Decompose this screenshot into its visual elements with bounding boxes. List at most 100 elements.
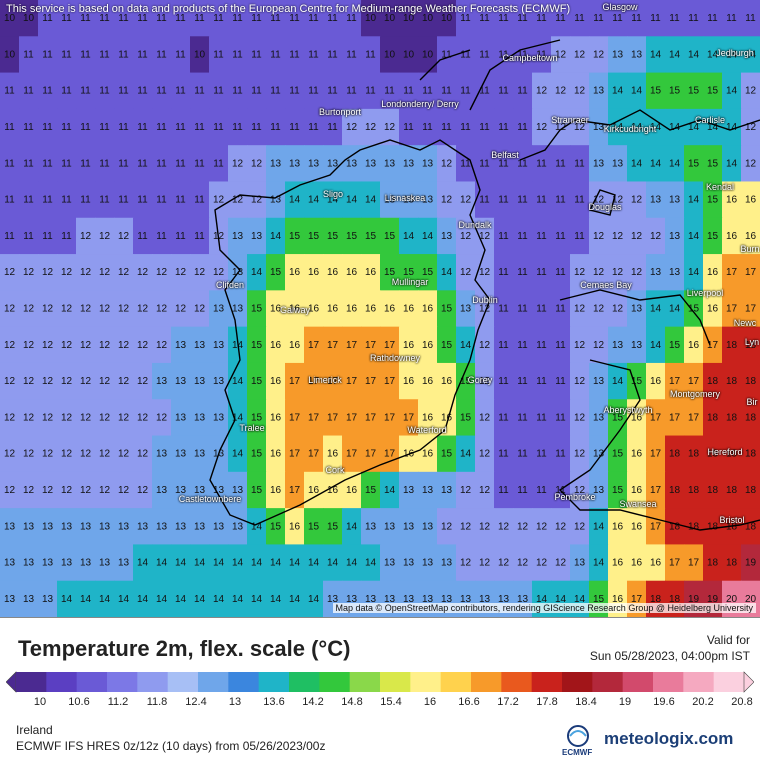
field-cell <box>38 36 58 74</box>
field-cell <box>76 580 96 617</box>
field-cell <box>722 326 742 364</box>
place-label: Waterford <box>407 425 447 435</box>
field-cell <box>494 326 514 364</box>
grid-value: 12 <box>460 558 472 569</box>
field-cell <box>57 72 77 110</box>
field-cell <box>19 580 39 617</box>
grid-value: 14 <box>441 267 453 278</box>
grid-value: 12 <box>346 122 358 133</box>
scale-tick-label: 19 <box>618 696 632 708</box>
field-cell <box>418 254 438 291</box>
grid-value: 18 <box>707 412 719 423</box>
field-cell <box>361 217 381 255</box>
field-cell <box>437 362 457 400</box>
field-cell <box>266 471 286 509</box>
grid-value: 11 <box>23 49 34 60</box>
field-cell <box>171 580 191 617</box>
grid-value: 12 <box>61 376 73 387</box>
grid-value: 13 <box>403 158 415 169</box>
field-cell <box>228 580 248 617</box>
field-cell <box>0 580 20 617</box>
field-cell <box>399 217 419 255</box>
field-cell <box>551 0 571 37</box>
field-cell <box>437 290 457 328</box>
grid-value: 11 <box>536 304 547 315</box>
grid-value: 17 <box>346 449 358 460</box>
grid-value: 12 <box>4 304 16 315</box>
grid-value: 11 <box>42 49 53 60</box>
field-cell <box>532 254 552 291</box>
grid-value: 15 <box>631 376 643 387</box>
field-cell <box>19 217 39 255</box>
grid-value: 15 <box>707 195 719 206</box>
place-label: Bristol <box>719 515 745 525</box>
grid-value: 17 <box>365 340 377 351</box>
grid-value: 13 <box>441 231 453 242</box>
grid-value: 14 <box>137 594 149 605</box>
grid-value: 11 <box>270 86 281 97</box>
field-cell <box>570 290 590 328</box>
grid-value: 16 <box>365 267 377 278</box>
grid-value: 12 <box>384 122 396 133</box>
field-cell <box>570 254 590 291</box>
field-cell <box>361 181 381 219</box>
field-cell <box>342 181 362 219</box>
field-cell <box>342 72 362 110</box>
grid-value: 12 <box>555 122 567 133</box>
grid-value: 11 <box>536 13 547 24</box>
field-cell <box>608 145 628 183</box>
field-cell <box>570 362 590 400</box>
grid-value: 15 <box>460 412 472 423</box>
grid-value: 12 <box>118 304 130 315</box>
field-cell <box>247 72 267 110</box>
grid-value: 14 <box>726 49 738 60</box>
grid-value: 12 <box>574 412 586 423</box>
grid-value: 12 <box>612 231 624 242</box>
grid-value: 13 <box>175 412 187 423</box>
grid-value: 16 <box>403 376 415 387</box>
grid-value: 12 <box>555 521 567 532</box>
grid-value: 14 <box>118 594 130 605</box>
field-cell <box>133 580 153 617</box>
field-cell <box>456 254 476 291</box>
grid-value: 15 <box>384 267 396 278</box>
field-cell <box>418 362 438 400</box>
grid-value: 13 <box>517 594 529 605</box>
field-cell <box>114 290 134 328</box>
grid-value: 11 <box>536 49 547 60</box>
grid-value: 11 <box>441 86 452 97</box>
field-cell <box>285 508 305 546</box>
field-cell <box>437 36 457 74</box>
grid-value: 16 <box>422 304 434 315</box>
grid-value: 18 <box>707 449 719 460</box>
field-cell <box>513 290 533 328</box>
field-cell <box>342 145 362 183</box>
meteologix-brand[interactable]: meteologix.com <box>604 729 734 748</box>
field-cell <box>323 36 343 74</box>
grid-value: 13 <box>593 158 605 169</box>
field-cell <box>703 544 723 582</box>
field-cell <box>551 508 571 546</box>
field-cell <box>703 108 723 146</box>
grid-value: 16 <box>403 340 415 351</box>
grid-value: 13 <box>194 340 206 351</box>
field-cell <box>494 108 514 146</box>
grid-value: 11 <box>251 49 262 60</box>
grid-value: 11 <box>175 49 186 60</box>
grid-value: 11 <box>23 195 34 206</box>
grid-value: 17 <box>308 376 320 387</box>
field-cell <box>665 145 685 183</box>
forecast-map[interactable]: 10 10 11 11 11 11 11 11 11 11 11 11 11 11 11 11 11 11 11 10… <box>0 0 760 617</box>
grid-value: 11 <box>61 86 72 97</box>
scale-tick-label: 16 <box>423 696 437 708</box>
scale-tick-label: 17.2 <box>497 696 519 708</box>
field-cell <box>76 435 96 473</box>
grid-value: 11 <box>289 13 300 24</box>
field-cell <box>703 181 723 219</box>
field-cell <box>532 217 552 255</box>
grid-value: 11 <box>555 267 566 278</box>
field-cell <box>190 254 210 291</box>
field-cell <box>114 145 134 183</box>
grid-value: 14 <box>251 594 263 605</box>
grid-value: 13 <box>441 485 453 496</box>
